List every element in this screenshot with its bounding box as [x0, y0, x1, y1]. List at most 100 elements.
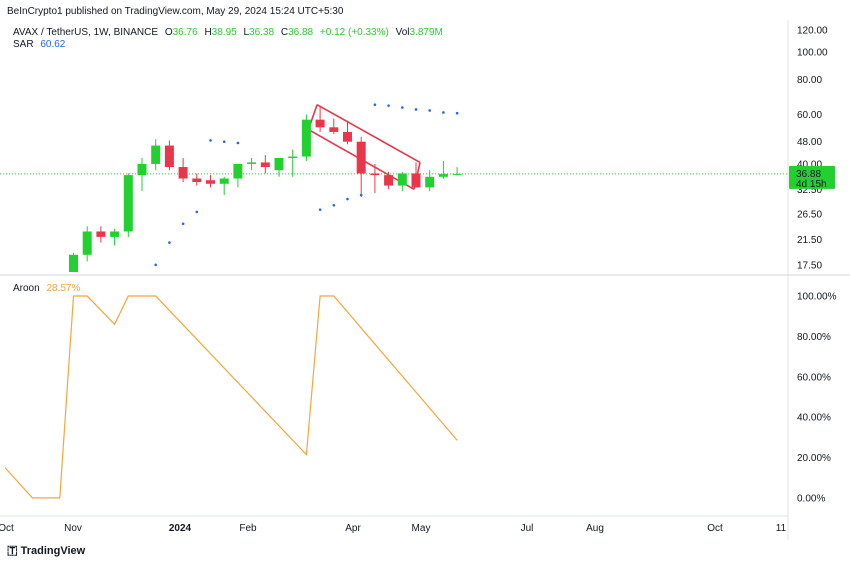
candle-body-up	[452, 173, 462, 175]
price-tick-label: 80.00	[797, 75, 822, 86]
close-value: 36.88	[288, 27, 314, 38]
current-price-badge	[789, 165, 835, 189]
candle-body-up	[137, 163, 147, 176]
aroon-tick-label: 100.00%	[797, 292, 837, 303]
time-tick-label: Nov	[64, 523, 82, 534]
sar-dot	[195, 210, 199, 214]
open-label: O	[164, 27, 173, 38]
candle-body-down	[343, 131, 352, 142]
candle-body-down	[96, 231, 106, 237]
aroon-tick-label: 60.00%	[797, 372, 831, 383]
candle-body-down	[384, 175, 394, 186]
time-tick-label: Oct	[707, 523, 723, 534]
candle-body-down	[411, 173, 421, 188]
ohlc-row: AVAX / TetherUS, 1W, BINANCE O36.76 H38.…	[13, 27, 443, 39]
low-label: L	[243, 27, 250, 38]
candle-body-down	[329, 127, 339, 132]
aroon-label[interactable]: Aroon	[13, 283, 40, 294]
time-tick-label: Apr	[345, 523, 361, 534]
sar-dot	[373, 103, 377, 106]
price-tick-label: 40.00	[797, 159, 822, 170]
candle-body-up	[397, 173, 407, 186]
high-value: 38.95	[211, 27, 237, 38]
candle-body-up	[301, 119, 311, 157]
price-tick-label: 21.50	[797, 235, 822, 246]
sar-dot	[401, 106, 404, 109]
candle-body-up	[233, 163, 243, 179]
candle-body-up	[425, 176, 435, 188]
aroon-tick-label: 0.00%	[797, 493, 825, 504]
candle-body-up	[219, 178, 229, 184]
candle-body-up	[82, 231, 92, 255]
open-value: 36.76	[172, 27, 198, 38]
sar-dot	[346, 197, 349, 201]
channel-upper-line	[316, 103, 421, 164]
candle-body-down	[178, 167, 188, 179]
vol-label: Vol	[395, 27, 410, 38]
sar-row: SAR 60.62	[13, 39, 443, 51]
time-tick-label: Feb	[239, 523, 257, 534]
current-price-countdown: 4d 15h	[796, 179, 827, 190]
current-price-value: 36.88	[796, 169, 821, 180]
publisher-line: BeInCrypto1 published on TradingView.com…	[7, 6, 344, 17]
aroon-legend: Aroon 28.57%	[13, 283, 80, 294]
price-tick-label: 26.50	[797, 210, 822, 221]
sar-dot	[222, 140, 226, 143]
price-legend: AVAX / TetherUS, 1W, BINANCE O36.76 H38.…	[13, 27, 443, 51]
time-tick-label: May	[412, 523, 431, 534]
candle-body-down	[260, 162, 270, 168]
time-tick-label: 2024	[169, 523, 192, 534]
time-tick-label: Jul	[521, 523, 534, 534]
tradingview-footer[interactable]: 🇹 TradingView	[7, 543, 85, 558]
change-value: +0.12 (+0.33%)	[319, 27, 389, 38]
candle-body-down	[164, 145, 174, 168]
candle-body-down	[206, 180, 215, 184]
low-value: 36.38	[249, 27, 275, 38]
candle-body-up	[247, 162, 257, 164]
tradingview-logo-icon: 🇹	[7, 543, 18, 557]
high-label: H	[204, 27, 212, 38]
candle-body-down	[356, 141, 366, 174]
sar-dot	[332, 204, 336, 207]
aroon-tick-label: 40.00%	[797, 413, 831, 424]
candle-body-up	[110, 231, 120, 237]
price-tick-label: 60.00	[797, 110, 822, 121]
sar-label[interactable]: SAR	[13, 39, 34, 50]
sar-dot	[414, 108, 418, 111]
sar-dot	[154, 263, 157, 267]
vol-value: 3.879M	[409, 27, 443, 38]
sar-dot	[318, 208, 322, 211]
candle-body-down	[192, 178, 202, 182]
sar-dot	[428, 109, 432, 112]
time-tick-label: Oct	[0, 523, 14, 534]
aroon-tick-label: 20.00%	[797, 453, 831, 464]
sar-dot	[455, 111, 459, 115]
close-label: C	[280, 27, 289, 38]
price-tick-label: 17.50	[797, 260, 822, 271]
candle-body-up	[438, 174, 448, 177]
price-tick-label: 120.00	[797, 25, 828, 36]
aroon-value: 28.57%	[46, 283, 81, 294]
price-tick-label: 100.00	[797, 48, 828, 59]
brand-label: TradingView	[20, 544, 86, 557]
candle-body-up	[288, 156, 298, 158]
sar-dot	[236, 141, 240, 145]
candle-body-up	[274, 157, 284, 171]
candle-body-down	[370, 173, 380, 176]
sar-dot	[442, 111, 445, 114]
symbol-title[interactable]: AVAX / TetherUS, 1W, BINANCE	[13, 27, 159, 38]
sar-dot	[359, 193, 363, 197]
sar-dot	[209, 139, 212, 142]
price-tick-label: 32.50	[797, 185, 822, 196]
sar-dot	[181, 222, 185, 226]
aroon-tick-label: 80.00%	[797, 332, 831, 343]
candle-body-down	[315, 119, 325, 128]
candle-body-up	[151, 145, 161, 164]
candle-body-up	[69, 254, 78, 272]
sar-value: 60.62	[40, 39, 66, 50]
candle-body-up	[123, 175, 133, 232]
time-tick-label: 11	[776, 523, 787, 534]
price-tick-label: 48.00	[797, 137, 822, 148]
sar-dot	[387, 104, 390, 107]
